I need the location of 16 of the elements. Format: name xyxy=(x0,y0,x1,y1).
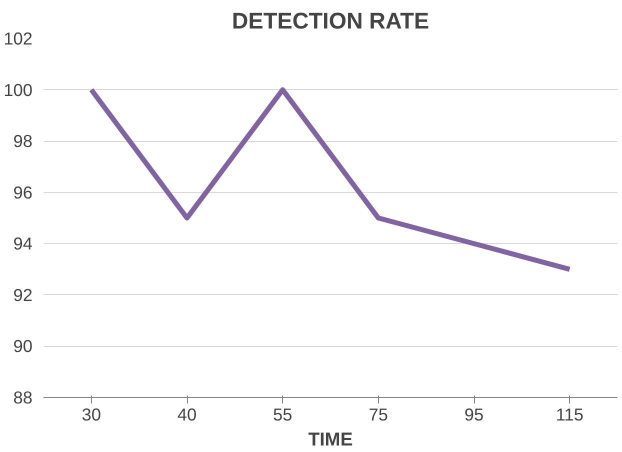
y-tick-label: 98 xyxy=(13,131,33,152)
x-tick-label: 40 xyxy=(177,404,197,424)
x-tick-label: 55 xyxy=(273,404,292,424)
x-tick-label: 30 xyxy=(82,404,101,424)
x-tick-label: 75 xyxy=(368,404,388,424)
x-axis-title: TIME xyxy=(308,428,353,450)
y-tick-label: 94 xyxy=(13,234,33,254)
y-tick-label: 90 xyxy=(13,336,33,356)
y-tick-label: 100 xyxy=(4,80,33,100)
y-tick-label: 102 xyxy=(4,28,33,48)
x-tick-label: 115 xyxy=(556,404,584,424)
y-tick-label: 88 xyxy=(13,388,33,408)
y-tick-label: 96 xyxy=(13,182,33,202)
x-tick-label: 95 xyxy=(464,404,484,424)
chart-title: DETECTION RATE xyxy=(232,8,430,34)
y-tick-label: 92 xyxy=(13,284,33,305)
